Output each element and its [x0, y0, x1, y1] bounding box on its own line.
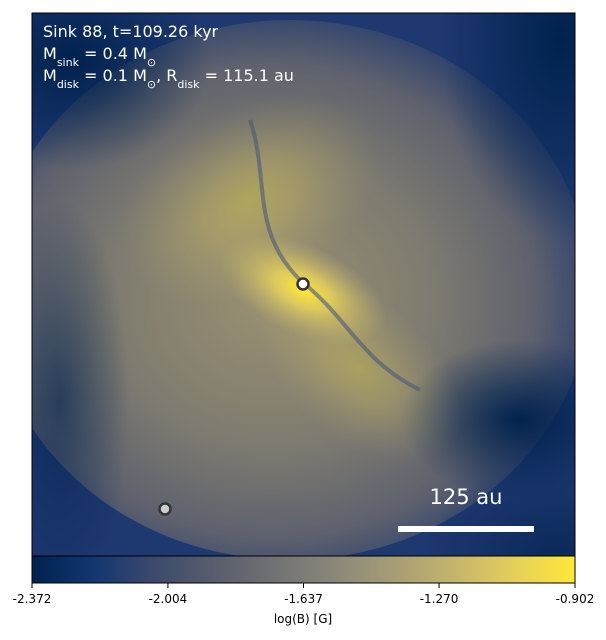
- annotation-text: , R: [156, 66, 177, 85]
- annotation: Msink = 0.4 M⊙: [43, 44, 156, 69]
- subscript: sink: [57, 56, 80, 69]
- colorbar: [31, 555, 576, 584]
- annotation: Mdisk = 0.1 M⊙, Rdisk = 115.1 au: [43, 66, 294, 91]
- tick-label: -2.004: [149, 592, 188, 606]
- annotation-text: Sink 88, t=109.26 kyr: [43, 22, 219, 41]
- sink-marker: [296, 277, 310, 291]
- subscript: disk: [177, 78, 200, 91]
- sink-marker: [158, 502, 172, 516]
- subscript: ⊙: [147, 78, 156, 91]
- annotation: Sink 88, t=109.26 kyr: [43, 22, 219, 41]
- annotation-text: = 115.1 au: [200, 66, 294, 85]
- annotation-text: = 0.4 M: [79, 44, 147, 63]
- tick-label: -1.270: [420, 592, 459, 606]
- colorbar-label: log(B) [G]: [274, 612, 332, 626]
- annotation-text: M: [43, 66, 57, 85]
- tick-label: -1.637: [284, 592, 323, 606]
- annotation-text: = 0.1 M: [79, 66, 147, 85]
- subscript: ⊙: [147, 56, 156, 69]
- tick-label: -0.902: [556, 592, 595, 606]
- annotation-text: M: [43, 44, 57, 63]
- scale-bar: [398, 526, 534, 532]
- subscript: disk: [57, 78, 80, 91]
- scale-bar-label: 125 au: [430, 485, 503, 509]
- tick-label: -2.372: [13, 592, 52, 606]
